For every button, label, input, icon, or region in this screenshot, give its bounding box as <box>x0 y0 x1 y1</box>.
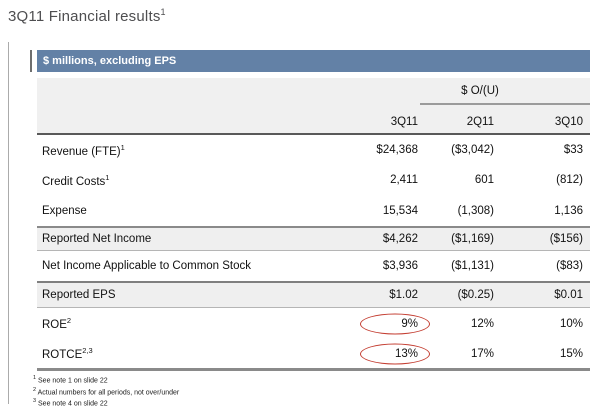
financial-results-table: $ millions, excluding EPS $ O/(U) 3Q11 2… <box>30 50 590 371</box>
cell-value: $33 <box>563 144 583 156</box>
table-row-roe: ROE2 9% 12% 10% <box>37 308 590 339</box>
column-header-3q11: 3Q11 <box>390 116 418 128</box>
cell-value: 10% <box>559 317 583 330</box>
cell-value: ($1,169) <box>451 233 494 245</box>
footnote-marker: 2,3 <box>82 346 93 356</box>
cell-value: ($3,042) <box>451 144 494 156</box>
cell-value: 2,411 <box>390 174 418 186</box>
row-label: Revenue (FTE)1 <box>42 142 125 158</box>
over-under-underline <box>420 103 590 105</box>
table-row-credit-costs: Credit Costs1 2,411 601 (812) <box>37 165 590 195</box>
slide-left-border-line <box>8 42 9 404</box>
cell-value: 601 <box>474 174 494 186</box>
footnotes: 1 See note 1 on slide 22 2 Actual number… <box>33 374 179 409</box>
cell-value: 1,136 <box>554 204 583 217</box>
footnote-marker: 1 <box>120 142 125 152</box>
row-divider-line <box>37 307 590 308</box>
cell-value: 17% <box>470 347 494 360</box>
cell-value: 9% <box>401 317 418 330</box>
column-headers-row: 3Q11 2Q11 3Q10 <box>37 116 590 128</box>
title-footnote-marker: 1 <box>160 7 166 17</box>
row-label: Net Income Applicable to Common Stock <box>42 260 252 272</box>
row-label: ROTCE2,3 <box>42 346 93 361</box>
cell-value: ($156) <box>549 233 583 245</box>
table-row-reported-net-income: Reported Net Income $4,262 ($1,169) ($15… <box>37 228 590 250</box>
header-divider-line <box>37 133 590 135</box>
cell-value: ($83) <box>556 260 583 272</box>
table-row-reported-eps: Reported EPS $1.02 ($0.25) $0.01 <box>37 283 590 307</box>
row-label: Credit Costs1 <box>42 172 110 188</box>
footnote: 3 See note 4 on slide 22 <box>33 398 108 408</box>
cell-value: 12% <box>470 317 494 330</box>
cell-value: 15,534 <box>382 204 418 217</box>
row-label: ROE2 <box>42 316 72 331</box>
cell-value: (1,308) <box>457 204 494 217</box>
table-row-net-income-common: Net Income Applicable to Common Stock $3… <box>37 251 590 281</box>
cell-value: (812) <box>556 174 583 186</box>
table-header-bar: $ millions, excluding EPS <box>37 50 590 72</box>
column-header-3q10: 3Q10 <box>554 116 583 128</box>
row-divider-line <box>37 281 590 283</box>
column-header-2q11: 2Q11 <box>466 116 494 128</box>
cell-value: $0.01 <box>554 289 583 301</box>
cell-value: $4,262 <box>382 233 418 245</box>
cell-value: 15% <box>559 347 583 360</box>
cell-value: $3,936 <box>382 260 418 272</box>
row-divider-line <box>37 250 590 251</box>
column-header-band: $ O/(U) 3Q11 2Q11 3Q10 <box>37 78 590 133</box>
row-label: Reported EPS <box>42 289 116 301</box>
footnote-marker: 2 <box>66 316 72 326</box>
footnote: 2 Actual numbers for all periods, not ov… <box>33 386 180 396</box>
table-left-tick <box>30 50 32 72</box>
cell-value: ($0.25) <box>457 289 494 301</box>
footnote-marker: 1 <box>105 172 110 182</box>
table-row-rotce: ROTCE2,3 13% 17% 15% <box>37 339 590 368</box>
row-divider-line <box>37 226 590 228</box>
cell-value: ($1,131) <box>451 260 494 272</box>
table-row-expense: Expense 15,534 (1,308) 1,136 <box>37 195 590 226</box>
page-title: 3Q11 Financial results1 <box>8 7 166 25</box>
column-header-spacer <box>42 116 338 128</box>
row-label: Expense <box>42 204 87 217</box>
cell-value: $1.02 <box>389 289 418 301</box>
footnote: 1 See note 1 on slide 22 <box>33 375 108 385</box>
row-label: Reported Net Income <box>42 233 152 245</box>
over-under-group-label: $ O/(U) <box>461 85 499 97</box>
table-bottom-line <box>37 368 590 371</box>
cell-value: $24,368 <box>376 144 418 156</box>
cell-value: 13% <box>394 347 418 360</box>
table-row-revenue: Revenue (FTE)1 $24,368 ($3,042) $33 <box>37 135 590 165</box>
